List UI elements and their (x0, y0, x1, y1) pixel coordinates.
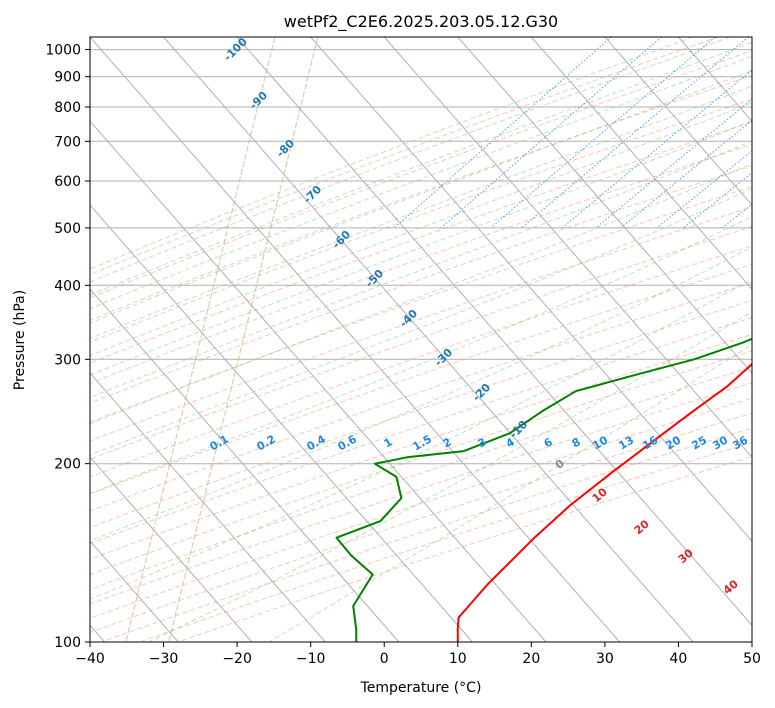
isotherm-gridline (90, 204, 473, 642)
moist-adiabat (268, 343, 752, 642)
dry-adiabat (90, 245, 752, 478)
profile-line (335, 337, 752, 642)
mixing-ratio-line (595, 98, 752, 229)
y-tick-label: 1000 (45, 43, 81, 59)
profile-line (456, 362, 752, 642)
dry-adiabat (90, 50, 752, 299)
moist-adiabat (90, 70, 752, 324)
y-tick-label: 300 (54, 352, 81, 368)
mixing-ratio-line (620, 119, 752, 229)
moist-adiabat (90, 188, 752, 456)
dry-adiabat (90, 263, 752, 495)
isotherm-gridline (90, 372, 326, 642)
y-tick-label: 600 (54, 174, 81, 190)
dry-adiabat (90, 74, 752, 321)
dry-adiabat (90, 333, 752, 560)
x-tick-label: 30 (596, 651, 614, 667)
y-tick-label: 800 (54, 100, 81, 116)
isotherm-gridline (310, 37, 752, 542)
mixing-ratio-line (682, 172, 752, 229)
isotherm-gridline (163, 37, 694, 642)
dry-adiabat (90, 98, 752, 343)
x-tick-label: 10 (449, 651, 467, 667)
dry-adiabat (90, 226, 752, 460)
dry-adiabat (139, 441, 752, 642)
mixing-ratio-line (393, 37, 612, 229)
y-tick-label: 200 (54, 457, 81, 473)
moist-adiabat (90, 120, 752, 376)
y-axis-ticks: 1000 900 800 700 600 500 400 300 200 100 (45, 43, 90, 651)
plot-frame (89, 36, 753, 643)
x-tick-label: 50 (743, 651, 761, 667)
isotherm-gridline (604, 37, 752, 206)
chart-title: wetPf2_C2E6.2025.203.05.12.G30 (284, 12, 558, 32)
dry-adiabat (90, 366, 752, 590)
dry-adiabat (90, 186, 752, 423)
profile-lines (335, 337, 752, 642)
mixing-ratio-line (561, 69, 752, 229)
x-axis-ticks: −40 −30 −20 −10 0 10 20 30 40 50 (75, 642, 761, 667)
x-tick-label: 40 (670, 651, 688, 667)
x-tick-label: 20 (522, 651, 540, 667)
y-tick-label: 400 (54, 278, 81, 294)
x-axis-label: Temperature (°C) (360, 680, 482, 696)
moist-adiabat (90, 37, 694, 270)
moist-adiabat (90, 55, 752, 310)
isotherm-gridline (530, 37, 752, 290)
mixing-ratio-line (490, 37, 716, 229)
moist-adiabat (90, 85, 752, 340)
moist-adiabat (90, 140, 752, 398)
y-axis-label: Pressure (hPa) (12, 290, 28, 390)
isotherm-gridline (90, 288, 400, 642)
x-tick-label: −40 (75, 651, 105, 667)
dry-adiabat (90, 37, 719, 276)
background-lines (90, 37, 752, 642)
moist-adiabat (90, 37, 731, 283)
y-tick-label: 700 (54, 134, 81, 150)
moist-adiabat (90, 102, 752, 357)
dry-adiabat (90, 382, 752, 605)
x-tick-label: 0 (380, 651, 389, 667)
pressure-gridlines (90, 49, 752, 642)
moist-adiabat (90, 163, 752, 425)
dry-adiabat (90, 317, 752, 544)
isotherm-gridline (383, 37, 752, 458)
y-tick-label: 500 (54, 221, 81, 237)
y-tick-label: 900 (54, 70, 81, 86)
moist-adiabat (90, 216, 752, 495)
mixing-ratio-line (521, 37, 749, 229)
x-tick-label: −30 (149, 651, 179, 667)
isotherm-gridline (90, 456, 253, 642)
dry-adiabat (90, 143, 752, 384)
dry-adiabat (90, 350, 752, 575)
y-tick-label: 100 (54, 635, 81, 651)
dry-adiabat (177, 456, 752, 642)
isotherm-gridline (457, 37, 752, 374)
isotherm-gridline (236, 37, 752, 626)
isotherm-gridline (90, 120, 547, 642)
x-tick-label: −20 (222, 651, 252, 667)
moist-adiabat (90, 41, 752, 296)
x-tick-label: −10 (296, 651, 326, 667)
